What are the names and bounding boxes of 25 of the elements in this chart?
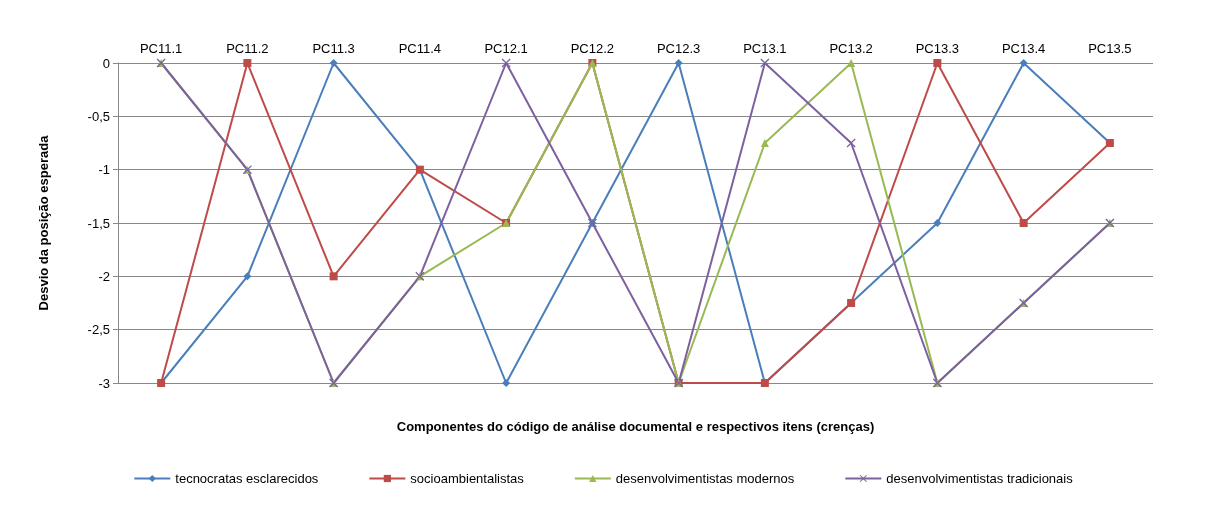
x-axis-title: Componentes do código de análise documental e respectivos itens (crenças) xyxy=(396,419,875,434)
y-tick-label: 0 xyxy=(102,55,110,71)
legend-label: desenvolvimentistas tradicionais xyxy=(886,471,1074,486)
y-tick-label: -3 xyxy=(98,375,110,391)
x-tick-label: PC13.3 xyxy=(915,41,960,56)
x-tick-label: PC11.3 xyxy=(312,41,355,56)
y-tick-label: -1 xyxy=(98,162,110,178)
y-tick-label: -2 xyxy=(98,268,110,284)
x-tick-label: PC12.3 xyxy=(656,41,701,56)
legend-label: desenvolvimentistas modernos xyxy=(615,471,795,486)
x-tick-label: PC13.2 xyxy=(829,41,873,56)
x-tick-label: PC13.5 xyxy=(1088,41,1132,56)
legend-label: socioambientalistas xyxy=(410,471,525,486)
y-tick-label: -1,5 xyxy=(87,215,110,231)
x-tick-label: PC12.2 xyxy=(570,41,615,56)
x-tick-label: PC11.1 xyxy=(139,41,183,56)
legend-label: tecnocratas esclarecidos xyxy=(175,471,319,486)
x-tick-label: PC12.1 xyxy=(484,41,528,56)
x-tick-label: PC13.1 xyxy=(743,41,787,56)
y-axis-title: Desvio da posição esperada xyxy=(36,134,51,311)
x-tick-label: PC13.4 xyxy=(1001,41,1046,56)
y-tick-label: -0,5 xyxy=(87,108,110,124)
x-tick-label: PC11.4 xyxy=(398,41,442,56)
y-tick-label: -2,5 xyxy=(87,322,110,338)
x-tick-label: PC11.2 xyxy=(226,41,269,56)
